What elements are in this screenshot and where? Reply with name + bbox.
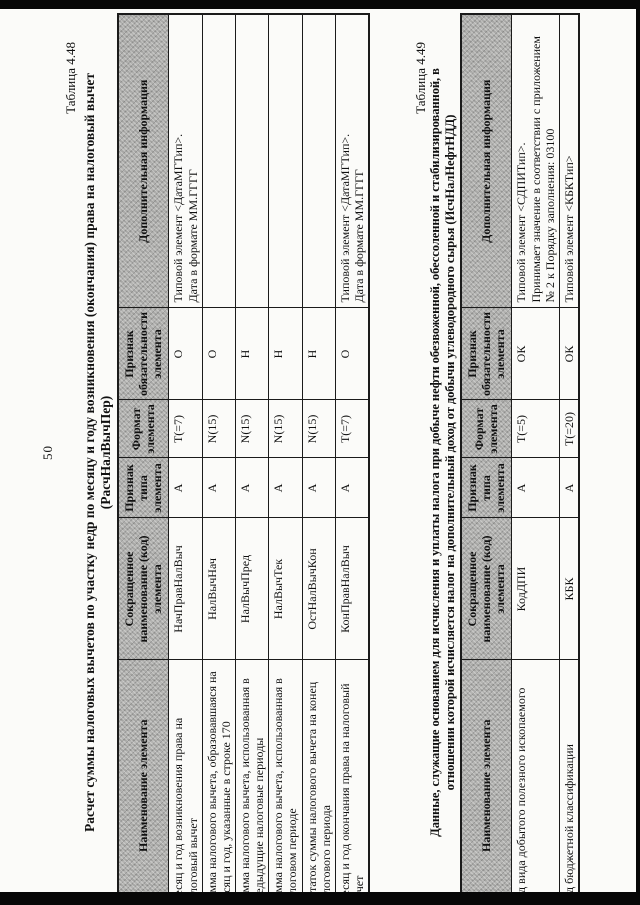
col-header-required-flag: Признак обязательности элемента	[118, 308, 169, 400]
cell-required-flag: О	[168, 308, 203, 400]
table-4-48: Наименование элемента Сокращенное наимен…	[117, 13, 371, 905]
cell-required-flag: Н	[302, 308, 336, 400]
cell-format: N(15)	[202, 400, 236, 458]
cell-additional-info: Типовой элемент <ДатаМГТип>. Дата в форм…	[168, 14, 203, 308]
cell-type-flag: А	[302, 458, 336, 518]
table-row: Остаток суммы налогового вычета на конец…	[302, 14, 336, 905]
cell-short-name: КонПравНалВыч	[335, 518, 370, 660]
cell-type-flag: А	[335, 458, 370, 518]
cell-type-flag: А	[511, 458, 560, 518]
cell-short-name: КБК	[559, 518, 580, 660]
cell-additional-info	[302, 14, 336, 308]
cell-element-name: Сумма налогового вычета, образовавшаяся …	[202, 660, 236, 905]
cell-format: Т(=20)	[559, 400, 580, 458]
cell-required-flag: О	[335, 308, 370, 400]
table-row: Сумма налогового вычета, использованная …	[268, 14, 303, 905]
col-header-type-flag: Признак типа элемента	[461, 458, 512, 518]
cell-short-name: НалВычНач	[202, 518, 236, 660]
cell-required-flag: Н	[235, 308, 269, 400]
table-4-49-title: Данные, служащие основанием для исчислен…	[428, 68, 457, 837]
cell-required-flag: О	[202, 308, 236, 400]
cell-short-name: НалВычТек	[268, 518, 303, 660]
cell-type-flag: А	[235, 458, 269, 518]
cell-additional-info	[202, 14, 236, 308]
cell-type-flag: А	[168, 458, 203, 518]
table-4-48-header-row: Наименование элемента Сокращенное наимен…	[118, 14, 169, 905]
cell-short-name: КодДПИ	[511, 518, 560, 660]
col-header-format: Формат элемента	[118, 400, 169, 458]
table-row: Сумма налогового вычета, образовавшаяся …	[202, 14, 236, 905]
col-header-additional-info: Дополнительная информация	[461, 14, 512, 308]
cell-element-name: Месяц и год окончания права на налоговый…	[335, 660, 370, 905]
cell-additional-info: Типовой элемент <ДатаМГТип>. Дата в форм…	[335, 14, 370, 308]
cell-element-name: Сумма налогового вычета, использованная …	[235, 660, 269, 905]
cell-format: N(15)	[235, 400, 269, 458]
cell-additional-info	[268, 14, 303, 308]
col-header-element-name: Наименование элемента	[118, 660, 169, 905]
cell-format: Т(=7)	[168, 400, 203, 458]
cell-additional-info: Типовой элемент <СДПИТип>. Принимает зна…	[511, 14, 560, 308]
cell-type-flag: А	[202, 458, 236, 518]
cell-additional-info: Типовой элемент <КБКТип>	[559, 14, 580, 308]
cell-element-name: Код бюджетной классификации	[559, 660, 580, 905]
table-row: Месяц и год окончания права на налоговый…	[335, 14, 370, 905]
cell-short-name: НалВычПред	[235, 518, 269, 660]
table-row: Месяц и год возникновения права на налог…	[168, 14, 203, 905]
cell-format: Т(=7)	[335, 400, 370, 458]
table-row: Код вида добытого полезного ископаемого …	[511, 14, 560, 905]
cell-element-name: Месяц и год возникновения права на налог…	[168, 660, 203, 905]
cell-required-flag: Н	[268, 308, 303, 400]
cell-type-flag: А	[268, 458, 303, 518]
col-header-short-name: Сокращенное наименование (код) элемента	[461, 518, 512, 660]
cell-format: N(15)	[302, 400, 336, 458]
col-header-type-flag: Признак типа элемента	[118, 458, 169, 518]
scan-edge-top	[0, 0, 640, 9]
scan-edge-right	[636, 0, 640, 905]
cell-format: Т(=5)	[511, 400, 560, 458]
cell-short-name: НачПравНалВыч	[168, 518, 203, 660]
col-header-element-name: Наименование элемента	[461, 660, 512, 905]
col-header-format: Формат элемента	[461, 400, 512, 458]
cell-element-name: Код вида добытого полезного ископаемого	[511, 660, 560, 905]
table-row: Код бюджетной классификации КБК А Т(=20)…	[559, 14, 580, 905]
scan-edge-bottom	[0, 892, 640, 905]
table-4-49-caption: Таблица 4.49	[413, 42, 428, 114]
table-row: Сумма налогового вычета, использованная …	[235, 14, 269, 905]
col-header-additional-info: Дополнительная информация	[118, 14, 169, 308]
cell-required-flag: ОК	[511, 308, 560, 400]
cell-type-flag: А	[559, 458, 580, 518]
page-number: 50	[40, 445, 55, 460]
cell-format: N(15)	[268, 400, 303, 458]
cell-short-name: ОстНалВычКон	[302, 518, 336, 660]
table-4-48-caption: Таблица 4.48	[63, 42, 78, 114]
table-4-49-header-row: Наименование элемента Сокращенное наимен…	[461, 14, 512, 905]
table-4-49: Наименование элемента Сокращенное наимен…	[460, 13, 581, 905]
col-header-short-name: Сокращенное наименование (код) элемента	[118, 518, 169, 660]
cell-element-name: Сумма налогового вычета, использованная …	[268, 660, 303, 905]
cell-element-name: Остаток суммы налогового вычета на конец…	[302, 660, 336, 905]
table-4-48-title: Расчет суммы налоговых вычетов по участк…	[82, 73, 113, 832]
cell-required-flag: ОК	[559, 308, 580, 400]
col-header-required-flag: Признак обязательности элемента	[461, 308, 512, 400]
cell-additional-info	[235, 14, 269, 308]
